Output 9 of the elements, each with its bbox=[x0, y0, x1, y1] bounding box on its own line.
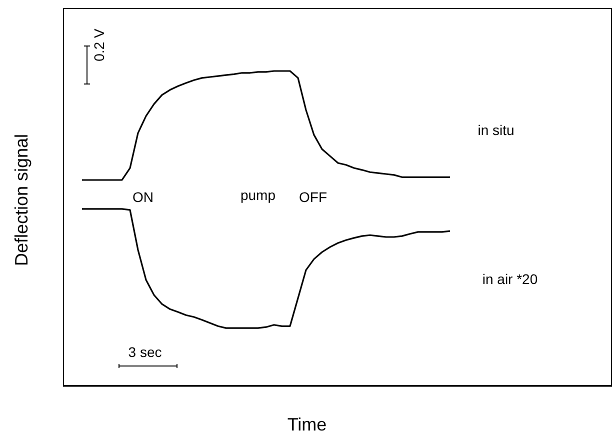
text: in air *20 bbox=[482, 271, 538, 287]
annotation: OFF bbox=[299, 189, 327, 205]
annotation: 3 sec bbox=[128, 344, 162, 360]
annotation: ON bbox=[132, 189, 154, 205]
text: 0.2 V bbox=[91, 28, 107, 62]
annotation: pump bbox=[240, 187, 276, 203]
y-axis-title: Deflection signal bbox=[12, 134, 32, 266]
x-axis-title: Time bbox=[287, 414, 327, 436]
text: in situ bbox=[478, 122, 514, 138]
